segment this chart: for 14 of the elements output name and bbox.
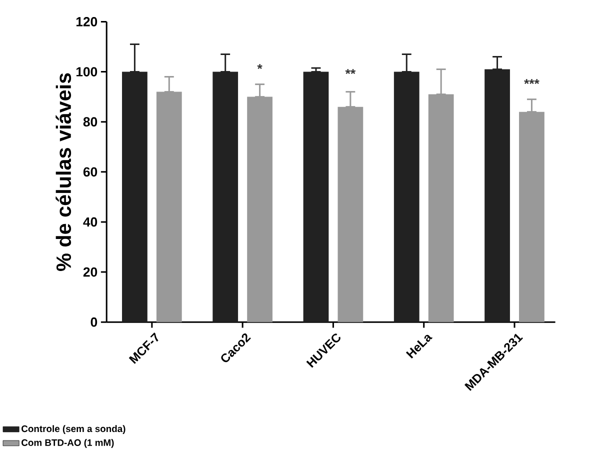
bar: [303, 72, 329, 322]
y-tick-label: 0: [90, 318, 98, 327]
y-tick-label: 80: [83, 117, 98, 127]
legend-label: Com BTD-AO (1 mM): [22, 439, 114, 448]
legend-label: Controle (sem a sonda): [22, 425, 126, 434]
annotation: *: [257, 64, 262, 70]
y-tick-label: 40: [83, 217, 98, 227]
y-tick-label: 20: [83, 267, 98, 277]
y-tick-label: 120: [76, 17, 98, 26]
annotation: **: [345, 69, 356, 74]
y-tick-label: 60: [83, 167, 98, 177]
y-axis-title: % de células viáveis: [56, 73, 72, 272]
annotation: ***: [524, 79, 540, 84]
y-tick-label: 100: [76, 67, 98, 77]
